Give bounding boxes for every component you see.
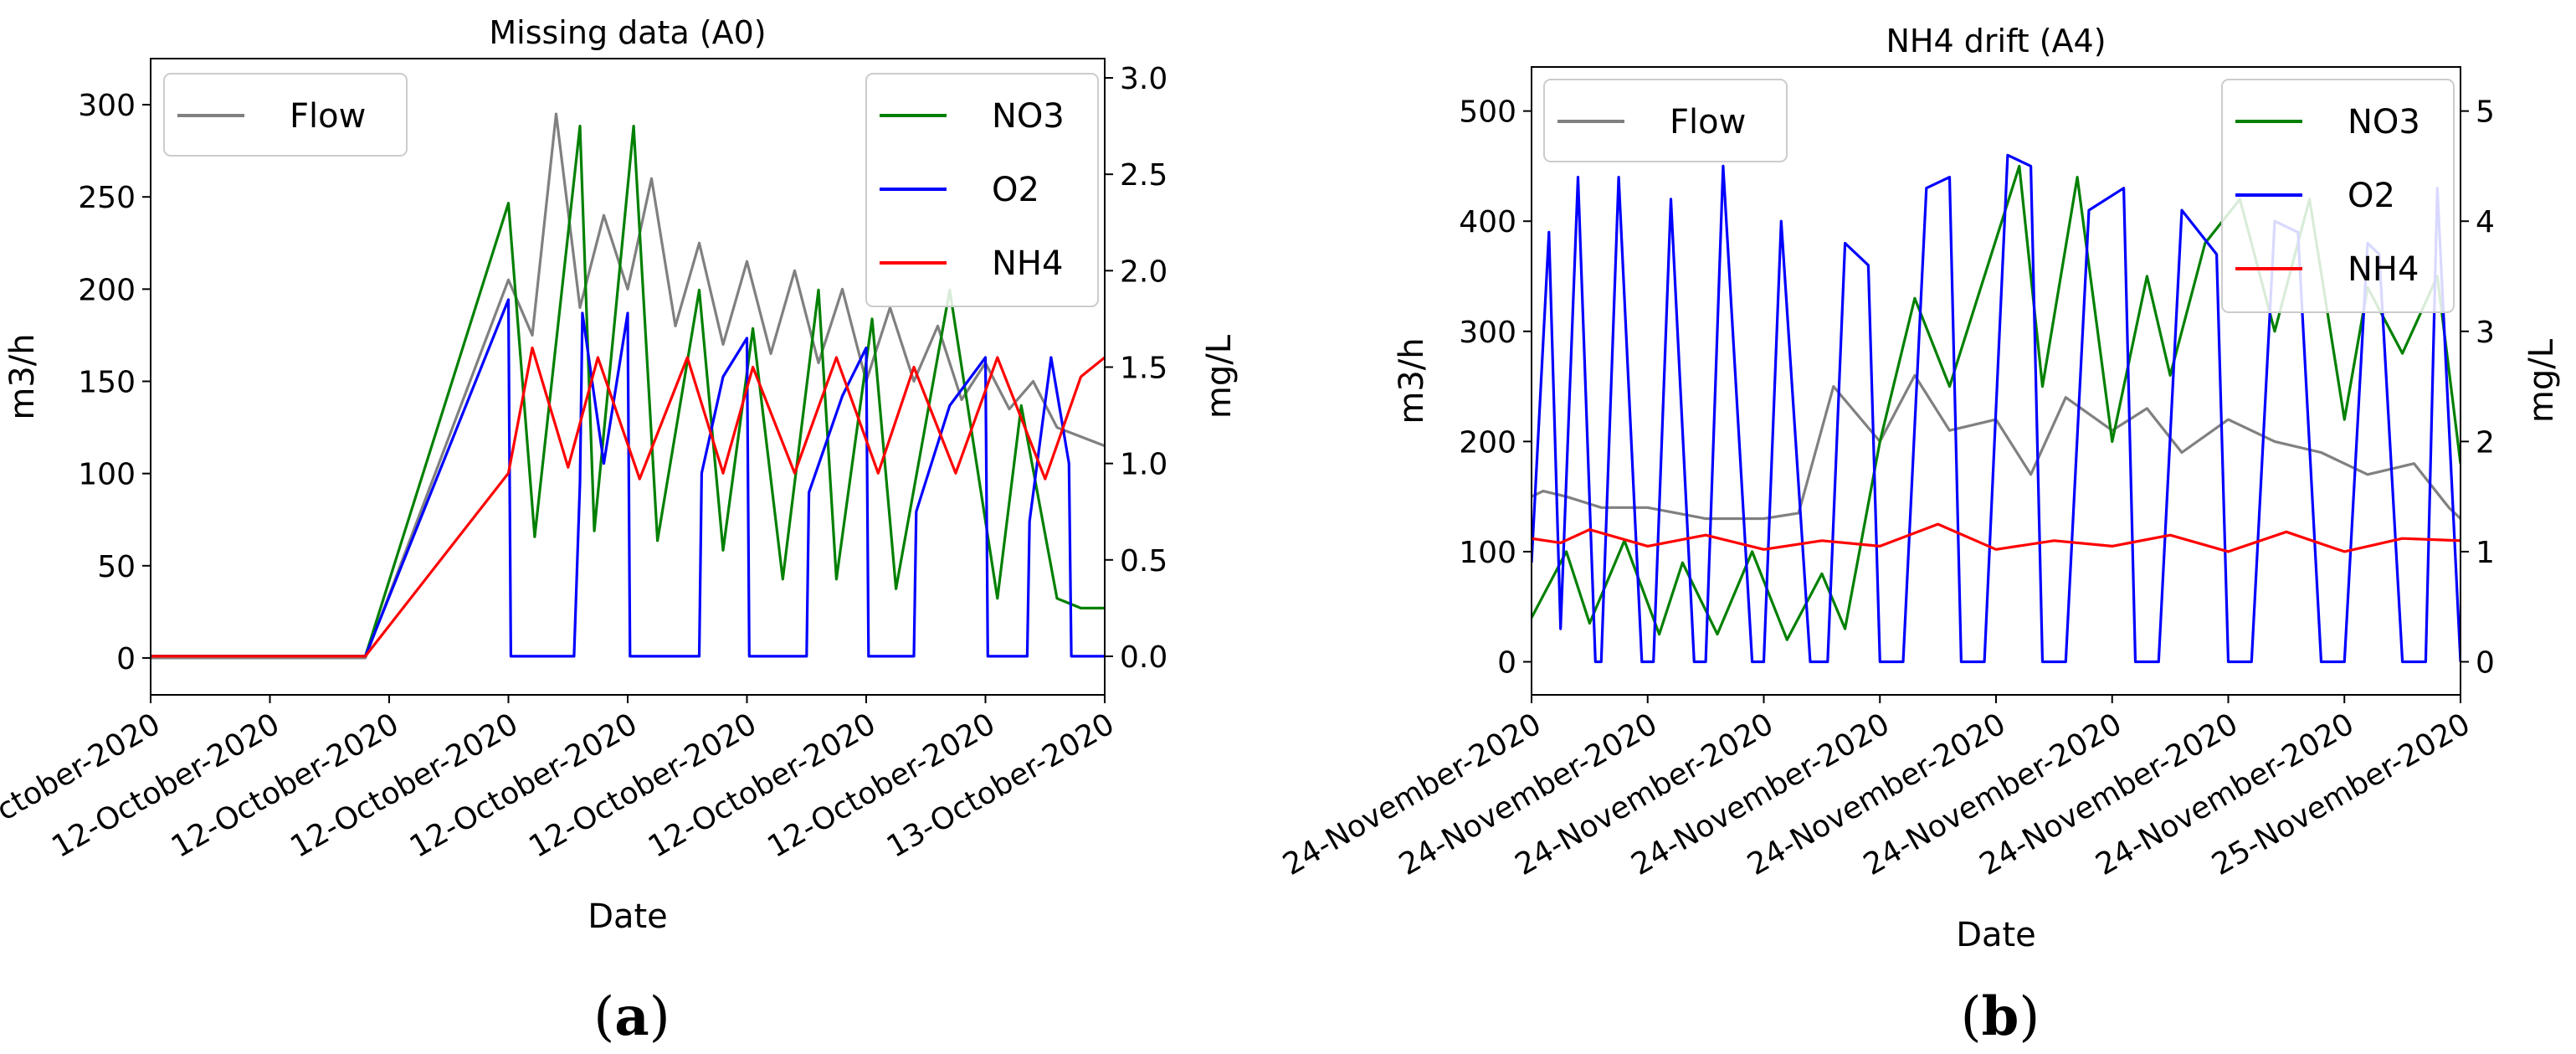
y-axis-label: m3/h [1393,337,1431,424]
panel-label-a: (a) [593,985,670,1048]
y-tick-label: 250 [78,181,136,215]
y-right-tick-label: 1.0 [1120,448,1167,482]
y-right-axis-label: mg/L [1200,334,1239,419]
legend-label-nh4: NH4 [992,244,1063,283]
series-line-nh4 [1532,522,2461,553]
y-axis-label: m3/h [3,333,42,419]
y-tick-label: 500 [1459,95,1516,130]
series-line-o2 [151,298,1105,658]
y-right-tick-label: 1 [2476,536,2495,570]
legend-label-o2: O2 [992,171,1039,209]
y-tick-label: 0 [1497,646,1516,681]
y-right-axis-label: mg/L [2522,338,2561,423]
y-right-tick-label: 2.0 [1120,255,1167,289]
chart-title: Missing data (A0) [489,14,766,51]
legend-label-no3: NO3 [992,97,1065,136]
legend-label-flow: Flow [1670,103,1746,141]
y-tick-label: 0 [116,642,136,676]
y-right-tick-label: 0 [2476,646,2495,681]
legend-right: NO3 O2 NH4 [2221,79,2455,313]
legend-label-flow: Flow [290,97,366,136]
series-line-flow [151,112,1105,660]
y-tick-label: 50 [97,550,136,584]
y-tick-label: 100 [78,458,136,492]
y-right-tick-label: 3.0 [1120,62,1167,96]
x-axis-label: Date [588,897,668,936]
y-tick-label: 300 [1459,316,1516,350]
y-right-tick-label: 4 [2476,205,2495,239]
y-tick-label: 400 [1459,205,1516,239]
panel-label-b: (b) [1961,985,2040,1048]
x-axis-label: Date [1956,916,2036,954]
legend-left: Flow [1543,79,1788,162]
legend-left: Flow [163,73,408,157]
y-tick-label: 150 [78,366,136,400]
y-right-tick-label: 0.5 [1120,544,1167,578]
chart-title: NH4 drift (A4) [1886,23,2106,59]
legend-label-o2: O2 [2348,177,2395,215]
legend-label-no3: NO3 [2348,103,2420,141]
y-tick-label: 200 [78,273,136,307]
y-right-tick-label: 1.5 [1120,351,1167,385]
y-tick-label: 100 [1459,536,1516,570]
legend-label-nh4: NH4 [2348,250,2419,289]
y-tick-label: 200 [1459,425,1516,460]
y-right-tick-label: 3 [2476,316,2495,350]
y-right-tick-label: 5 [2476,95,2495,130]
legend-right: NO3 O2 NH4 [865,73,1099,307]
y-tick-label: 300 [78,89,136,123]
y-right-tick-label: 2.5 [1120,158,1167,193]
y-right-tick-label: 2 [2476,425,2495,460]
series-line-no3 [151,125,1105,658]
y-right-tick-label: 0.0 [1120,640,1167,675]
series-line-nh4 [151,346,1105,658]
